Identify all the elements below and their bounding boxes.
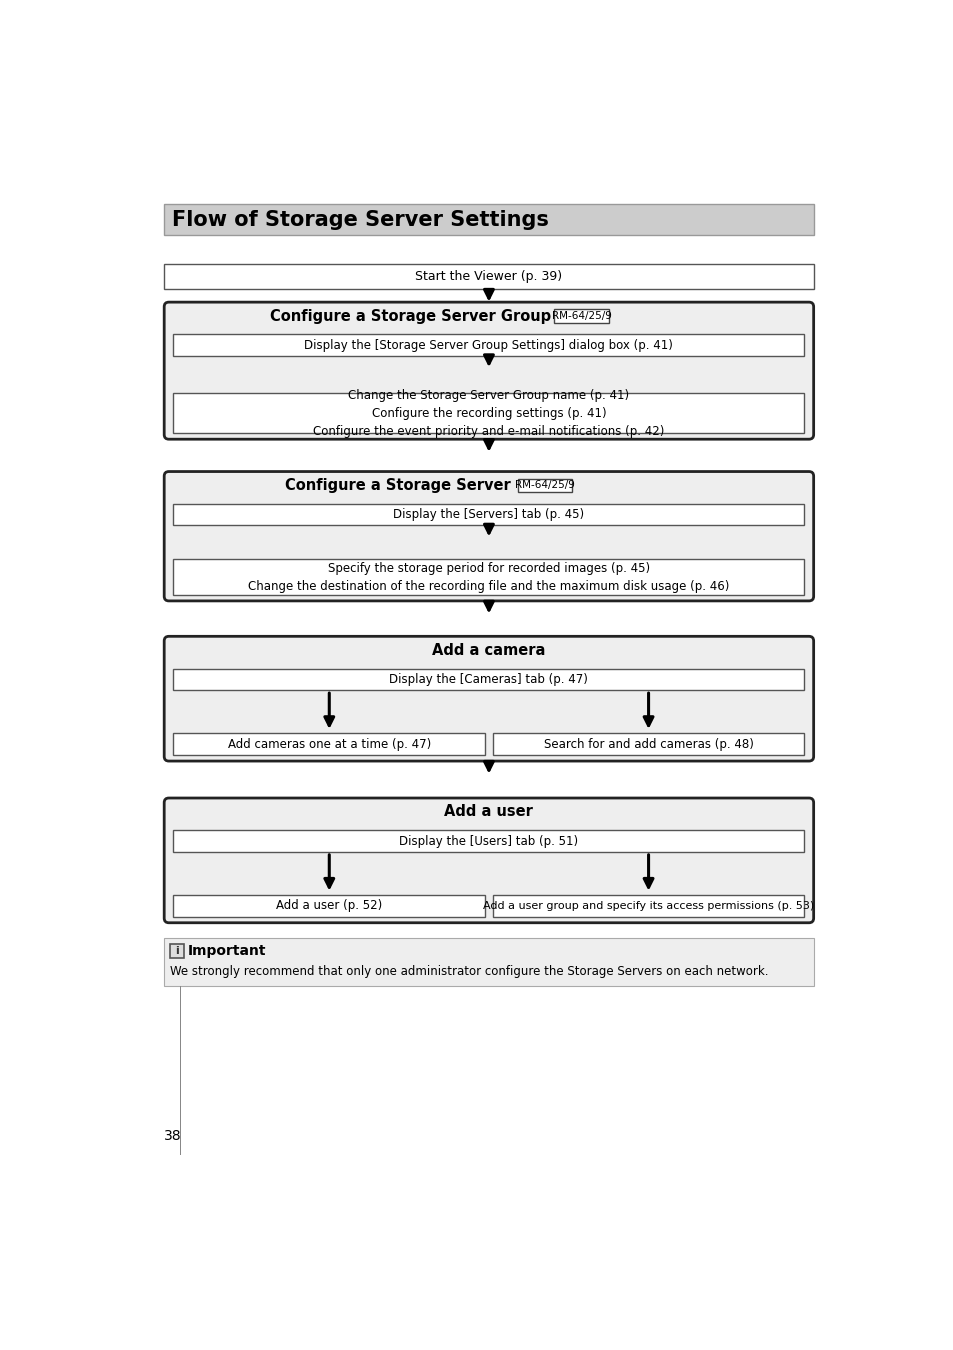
Text: Display the [Users] tab (p. 51): Display the [Users] tab (p. 51) xyxy=(399,834,578,848)
Text: Add a camera: Add a camera xyxy=(432,643,545,657)
Bar xyxy=(164,938,813,985)
FancyBboxPatch shape xyxy=(164,471,813,601)
Bar xyxy=(173,668,803,690)
Bar xyxy=(173,393,803,433)
Text: Add cameras one at a time (p. 47): Add cameras one at a time (p. 47) xyxy=(228,737,431,751)
Bar xyxy=(173,830,803,852)
Text: Display the [Servers] tab (p. 45): Display the [Servers] tab (p. 45) xyxy=(393,508,584,521)
Text: Add a user (p. 52): Add a user (p. 52) xyxy=(275,899,382,913)
Text: Add a user group and specify its access permissions (p. 53): Add a user group and specify its access … xyxy=(482,900,813,911)
Text: RM-64/25/9: RM-64/25/9 xyxy=(551,310,611,321)
Text: i: i xyxy=(175,946,179,956)
Text: Search for and add cameras (p. 48): Search for and add cameras (p. 48) xyxy=(543,737,753,751)
Text: Display the [Storage Server Group Settings] dialog box (p. 41): Display the [Storage Server Group Settin… xyxy=(304,339,673,352)
Bar xyxy=(173,733,484,755)
Bar xyxy=(173,504,803,525)
Text: Start the Viewer (p. 39): Start the Viewer (p. 39) xyxy=(415,270,562,284)
Text: RM-64/25/9: RM-64/25/9 xyxy=(515,481,575,490)
Bar xyxy=(164,204,813,235)
Bar xyxy=(171,944,184,958)
FancyBboxPatch shape xyxy=(164,302,813,439)
Text: Configure a Storage Server: Configure a Storage Server xyxy=(285,478,511,493)
Text: Change the Storage Server Group name (p. 41)
Configure the recording settings (p: Change the Storage Server Group name (p.… xyxy=(313,389,664,437)
FancyBboxPatch shape xyxy=(164,798,813,923)
FancyBboxPatch shape xyxy=(164,636,813,761)
Bar xyxy=(179,986,181,1156)
Text: Important: Important xyxy=(188,944,267,958)
Text: Flow of Storage Server Settings: Flow of Storage Server Settings xyxy=(172,209,548,230)
Text: Display the [Cameras] tab (p. 47): Display the [Cameras] tab (p. 47) xyxy=(389,672,588,686)
Bar xyxy=(554,309,608,323)
Bar xyxy=(173,335,803,356)
Bar xyxy=(164,265,813,289)
Text: 38: 38 xyxy=(164,1129,182,1143)
Bar xyxy=(173,559,803,595)
Bar xyxy=(493,895,803,917)
Bar xyxy=(517,479,572,491)
Text: Add a user: Add a user xyxy=(444,805,533,819)
Text: Configure a Storage Server Group: Configure a Storage Server Group xyxy=(270,309,551,324)
Text: Specify the storage period for recorded images (p. 45)
Change the destination of: Specify the storage period for recorded … xyxy=(248,562,729,593)
Bar xyxy=(173,895,484,917)
Text: We strongly recommend that only one administrator configure the Storage Servers : We strongly recommend that only one admi… xyxy=(171,965,768,979)
Bar xyxy=(493,733,803,755)
